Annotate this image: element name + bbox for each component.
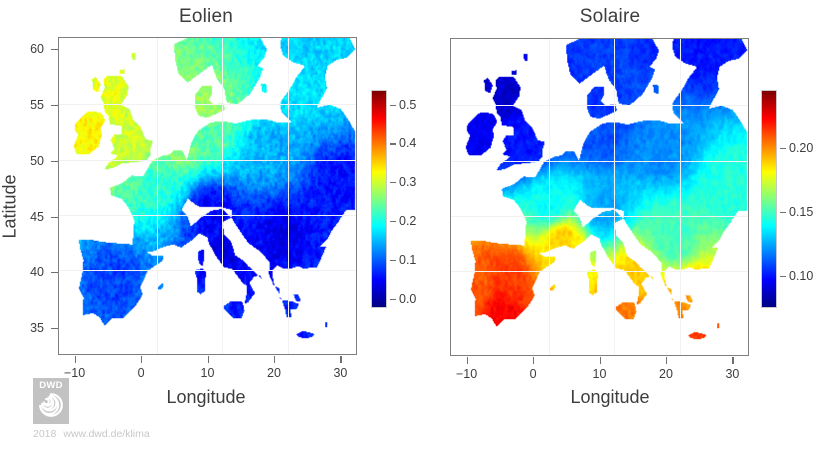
x-tick-label: 30 (333, 366, 348, 380)
x-tick-mark (599, 357, 601, 364)
dwd-spiral-icon (37, 391, 65, 424)
x-tick-label: 20 (267, 366, 281, 380)
colorbar-label: 0.5 (399, 97, 417, 112)
colorbar-label: 0.15 (789, 205, 814, 219)
colorbar-tick (390, 104, 396, 106)
gridline-vertical (679, 39, 681, 355)
y-axis-title: Latitude (0, 174, 20, 239)
gridline-horizontal (59, 159, 356, 161)
x-tick-label: 30 (725, 367, 740, 381)
colorbar-tick (390, 221, 396, 223)
y-tick-label: 35 (30, 321, 44, 335)
plot-area-eolien (58, 37, 357, 355)
y-tick-mark (51, 272, 58, 274)
y-tick-mark (51, 160, 58, 162)
colorbar-label: 0.1 (399, 253, 417, 268)
gridline-vertical (614, 39, 616, 355)
gridline-horizontal (59, 104, 356, 106)
y-tick-mark (51, 328, 58, 330)
x-tick-mark (74, 356, 76, 363)
x-tick-label: 10 (592, 367, 607, 381)
solar-capacity-factor-map (451, 39, 748, 355)
panel-solaire: Solaire −10 0 10 20 30 Longitude (412, 0, 824, 466)
colorbar-label: 0.2 (399, 214, 417, 229)
colorbar-tick (390, 260, 396, 262)
colorbar-label: 0.4 (399, 136, 417, 151)
x-tick-label: 0 (137, 366, 145, 380)
colorbar-tick (780, 276, 786, 278)
y-tick-label: 60 (30, 42, 44, 57)
panel-eolien: Eolien 35 40 45 50 55 60 −10 0 (0, 0, 416, 466)
dwd-url: www.dwd.de/klima (63, 428, 150, 440)
y-tick-label: 50 (30, 153, 44, 168)
y-tick-label: 55 (30, 98, 44, 112)
wind-capacity-factor-map (59, 38, 356, 354)
colorbar-tick (780, 147, 786, 150)
colorbar-tick (390, 299, 396, 301)
dwd-logo-text: DWD (39, 380, 63, 391)
x-tick-mark (533, 357, 535, 364)
colorbar-gradient (761, 90, 777, 308)
x-axis-title: Longitude (166, 387, 246, 407)
colorbar-gradient (371, 90, 387, 308)
x-tick-label: −10 (63, 366, 86, 380)
gridline-horizontal (451, 215, 748, 217)
colorbar-tick (780, 212, 786, 214)
colorbar-label: 0.0 (399, 292, 417, 307)
gridline-horizontal (451, 160, 748, 162)
x-tick-label: 0 (529, 367, 537, 381)
dwd-year: 2018 (33, 428, 57, 440)
gridline-horizontal (59, 270, 356, 272)
panel-title-solaire: Solaire (579, 6, 641, 27)
y-tick-mark (51, 49, 58, 51)
x-tick-mark (466, 357, 468, 364)
dwd-logo: DWD (33, 378, 69, 424)
x-tick-mark (274, 356, 276, 363)
y-tick-mark (51, 216, 58, 218)
x-tick-label: 10 (200, 366, 215, 380)
x-tick-mark (666, 357, 668, 364)
gridline-vertical (157, 38, 158, 354)
dwd-footer: 2018 www.dwd.de/klima (33, 428, 150, 440)
y-tick-label: 45 (30, 209, 44, 224)
gridline-vertical (222, 38, 224, 354)
gridline-vertical (287, 38, 289, 354)
x-tick-mark (732, 357, 734, 364)
colorbar-label: 0.3 (399, 175, 417, 190)
x-tick-mark (141, 356, 143, 363)
x-tick-mark (340, 356, 342, 363)
y-tick-label: 40 (30, 265, 44, 280)
x-axis-title: Longitude (570, 387, 650, 407)
colorbar-tick (390, 143, 396, 145)
plot-area-solaire (450, 38, 749, 356)
gridline-horizontal (451, 271, 748, 273)
x-tick-mark (207, 356, 209, 363)
gridline-horizontal (59, 214, 356, 216)
y-tick-mark (51, 105, 58, 107)
colorbar-label: 0.20 (789, 140, 814, 155)
x-tick-label: 20 (659, 367, 673, 381)
colorbar-label: 0.10 (789, 269, 814, 283)
x-tick-label: −10 (455, 367, 478, 381)
gridline-vertical (549, 39, 550, 355)
panel-title-eolien: Eolien (178, 6, 234, 27)
gridline-horizontal (451, 105, 748, 107)
colorbar-tick (390, 182, 396, 184)
